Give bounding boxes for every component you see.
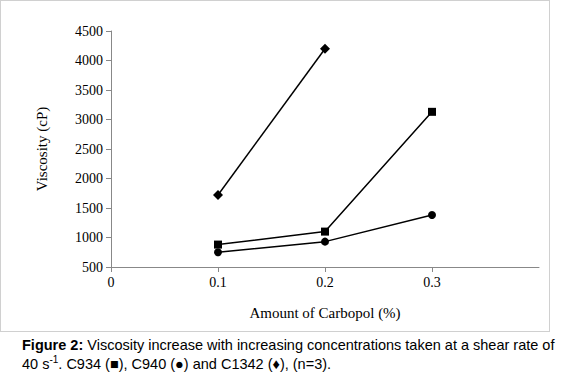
svg-text:0.3: 0.3 bbox=[423, 275, 441, 290]
svg-text:1000: 1000 bbox=[75, 230, 103, 245]
svg-text:3000: 3000 bbox=[75, 112, 103, 127]
svg-text:Viscosity (cP): Viscosity (cP) bbox=[34, 107, 51, 192]
svg-text:4000: 4000 bbox=[75, 53, 103, 68]
html-text:Figure 2: Viscosity increase w: Figure 2: Viscosity increase with increa… bbox=[22, 337, 555, 372]
svg-text:0: 0 bbox=[108, 275, 115, 290]
svg-text:Amount of Carbopol (%): Amount of Carbopol (%) bbox=[249, 305, 400, 322]
svg-text:1500: 1500 bbox=[75, 201, 103, 216]
svg-text:0.1: 0.1 bbox=[209, 275, 227, 290]
svg-text:0.2: 0.2 bbox=[316, 275, 334, 290]
svg-text:2000: 2000 bbox=[75, 171, 103, 186]
svg-text:4500: 4500 bbox=[75, 24, 103, 39]
svg-text:500: 500 bbox=[82, 260, 103, 275]
svg-text:2500: 2500 bbox=[75, 142, 103, 157]
svg-text:3500: 3500 bbox=[75, 83, 103, 98]
